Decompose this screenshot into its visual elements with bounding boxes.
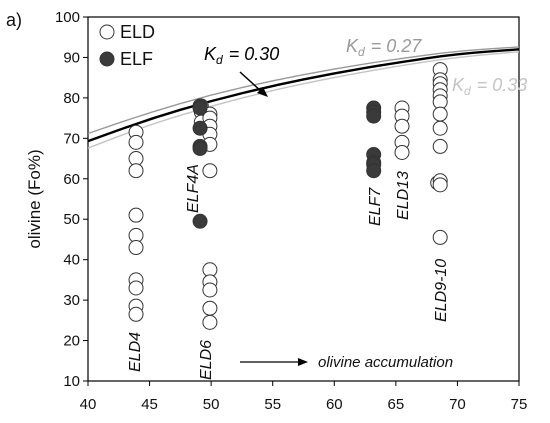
accumulation-arrow-head (298, 358, 308, 366)
x-tick-label: 55 (264, 396, 281, 413)
legend-marker-elf (99, 51, 115, 67)
kd-027-curve (87, 46, 520, 135)
plot-area (87, 16, 520, 382)
x-tick-label: 70 (449, 396, 466, 413)
kd-030-curve (87, 48, 520, 143)
eld-point (128, 306, 144, 322)
y-tick-label: 60 (63, 171, 80, 188)
y-tick-label: 50 (63, 211, 80, 228)
elf-point (192, 120, 208, 136)
x-tick-label: 60 (326, 396, 343, 413)
kd-030-arrow-line (239, 71, 263, 93)
kd-030-arrow-head (257, 87, 268, 97)
y-tick-label: 20 (63, 333, 80, 350)
kd-030-sub: d (216, 53, 223, 67)
kd-033-label: Kd = 0.33 (452, 75, 527, 98)
eld-point (432, 120, 448, 136)
eld-point (432, 106, 448, 122)
elf-point (192, 100, 208, 116)
group-label-elf4a: ELF4A (185, 164, 202, 213)
group-label-eld9-10: ELD9-10 (433, 259, 450, 322)
eld-point (432, 138, 448, 154)
svg-text:Kd= 0.30: Kd = 0.30 (204, 44, 279, 67)
eld-point (394, 118, 410, 134)
eld-point (202, 314, 218, 330)
y-axis-label: olivine (Fo%) (25, 149, 44, 248)
group-label-eld4: ELD4 (127, 332, 144, 372)
x-tick-label: 75 (511, 396, 528, 413)
elf-point (192, 140, 208, 156)
svg-text:Kd= 0.33: Kd = 0.33 (452, 75, 527, 98)
y-tick-label: 40 (63, 252, 80, 269)
legend: ELD ELF (99, 22, 155, 69)
eld-point (128, 280, 144, 296)
data-markers (128, 62, 448, 330)
x-tick-label: 65 (388, 396, 405, 413)
panel-label: a) (6, 10, 22, 30)
elf-point (366, 108, 382, 124)
eld-point (128, 240, 144, 256)
legend-marker-eld (99, 24, 115, 40)
kd-030-k: K (204, 44, 217, 64)
accumulation-annotation: olivine accumulation (318, 354, 453, 371)
kd-033-k: K (452, 75, 465, 95)
x-tick-label: 45 (141, 396, 158, 413)
kd-027-sub: d (358, 45, 365, 59)
x-tick-label: 40 (80, 396, 97, 413)
y-tick-label: 90 (63, 49, 80, 66)
y-tick-label: 100 (55, 9, 80, 26)
kd-027-k: K (346, 36, 359, 56)
y-tick-label: 80 (63, 90, 80, 107)
eld-point (394, 144, 410, 160)
kd-027-label: Kd = 0.27 (346, 36, 422, 59)
svg-text:Kd= 0.27: Kd = 0.27 (346, 36, 422, 59)
kd-030-label: Kd = 0.30 (204, 44, 279, 67)
eld-point (202, 163, 218, 179)
kd-030-value: = 0.30 (229, 44, 280, 64)
eld-point (432, 177, 448, 193)
group-label-elf7: ELF7 (367, 187, 384, 226)
group-label-eld13: ELD13 (395, 171, 412, 220)
legend-label-eld: ELD (120, 22, 155, 42)
y-tick-label: 30 (63, 292, 80, 309)
legend-label-elf: ELF (120, 49, 153, 69)
kd-033-sub: d (464, 84, 471, 98)
eld-point (128, 163, 144, 179)
eld-point (128, 134, 144, 150)
elf-point (366, 163, 382, 179)
eld-point (202, 282, 218, 298)
kd-033-value: = 0.33 (477, 75, 528, 95)
eld-point (128, 207, 144, 223)
y-tick-label: 70 (63, 130, 80, 147)
elf-point (192, 213, 208, 229)
group-label-eld6: ELD6 (198, 340, 215, 380)
axis-ticks: 40 45 50 55 60 65 70 75 10 20 30 40 50 60 70 80 90 100 (55, 9, 527, 413)
x-tick-label: 50 (203, 396, 220, 413)
eld-point (432, 229, 448, 245)
y-tick-label: 10 (63, 373, 80, 390)
kd-027-value: = 0.27 (371, 36, 423, 56)
eld-point (202, 300, 218, 316)
